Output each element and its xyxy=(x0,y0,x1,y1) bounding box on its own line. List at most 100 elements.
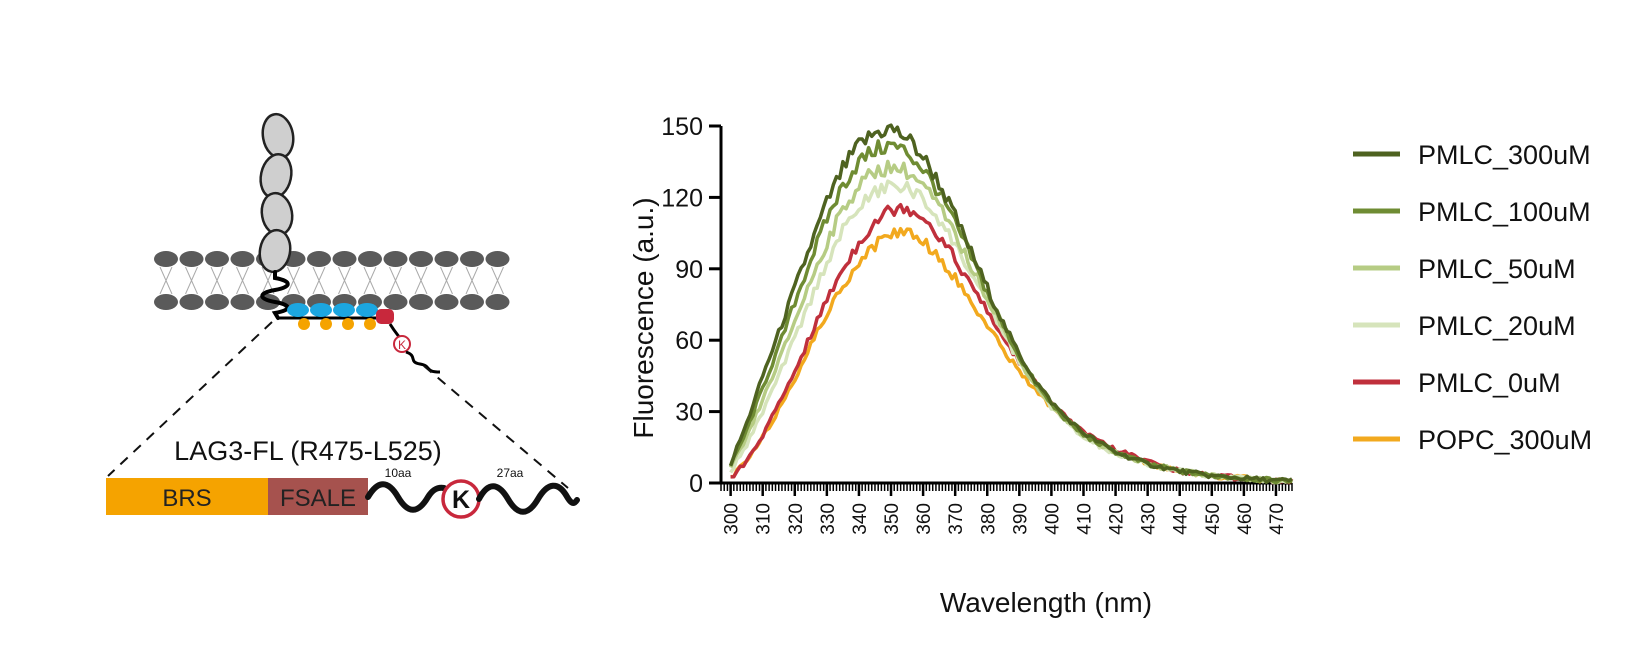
lipid-head-lower xyxy=(154,294,178,310)
lipid-head-lower xyxy=(230,294,255,310)
orange-bead xyxy=(364,318,376,330)
x-tick-label: 450 xyxy=(1203,503,1224,535)
fsale-label: FSALE xyxy=(280,485,356,512)
lipid-head-lower xyxy=(409,294,433,310)
lipid-tail xyxy=(185,266,198,295)
brs-label: BRS xyxy=(162,485,211,512)
x-tick-label: 440 xyxy=(1171,503,1192,535)
x-tick-label: 320 xyxy=(786,503,807,535)
zoom-line-left xyxy=(107,321,273,477)
series-lines xyxy=(728,123,1294,485)
lipid-head-upper xyxy=(179,251,204,267)
orange-bead xyxy=(342,318,354,330)
lipid-head-upper xyxy=(154,251,178,267)
fluorescence-chart: 0 30 60 90 120 150 300 310 320 330 340 350 360 370 38… xyxy=(628,113,1592,618)
lipid-tail xyxy=(287,266,300,295)
lipid-head-upper xyxy=(434,251,459,267)
x-tick-label: 300 xyxy=(722,503,743,535)
x-tick-label: 330 xyxy=(818,503,839,535)
y-tick-label: 60 xyxy=(675,327,703,355)
y-axis-title: Fluorescence (a.u.) xyxy=(628,197,659,438)
orange-bead xyxy=(320,318,332,330)
legend-label: PMLC_100uM xyxy=(1418,197,1591,227)
lipid-head-upper xyxy=(409,251,433,267)
x-tick-label: 410 xyxy=(1074,503,1095,535)
lipid-tail xyxy=(159,266,173,295)
x-axis: 300 310 320 330 340 350 360 370 380 390 400 410 420 4… xyxy=(720,481,1293,535)
legend-label: POPC_300uM xyxy=(1418,425,1592,455)
x-tick-label: 360 xyxy=(914,503,935,535)
lipid-head-upper xyxy=(307,251,331,267)
lysine-small-letter: K xyxy=(398,338,406,352)
x-tick-label: 400 xyxy=(1042,503,1063,535)
lipid-head-lower xyxy=(460,294,484,310)
x-axis-title: Wavelength (nm) xyxy=(940,587,1152,618)
lipid-head-lower xyxy=(205,294,229,310)
lysine-small-ring xyxy=(393,335,411,353)
y-tick-label: 0 xyxy=(689,470,703,498)
lysine-letter: K xyxy=(452,486,470,514)
legend-label: PMLC_0uM xyxy=(1418,368,1561,398)
blue-bead xyxy=(333,303,355,317)
lipid-tail xyxy=(210,266,224,295)
series-line xyxy=(728,123,1293,484)
transmembrane-helix xyxy=(260,270,290,320)
y-tick-label: 30 xyxy=(675,399,703,427)
brs-domain xyxy=(106,478,268,515)
legend-label: PMLC_50uM xyxy=(1418,254,1576,284)
x-tick-label: 430 xyxy=(1139,503,1160,535)
linker-10aa-label: 10aa xyxy=(385,466,412,480)
intracellular-tail: K xyxy=(278,303,441,374)
lipid-tail xyxy=(363,266,377,295)
blue-bead xyxy=(287,303,309,317)
lipid-head-lower xyxy=(383,294,408,310)
tail-end xyxy=(405,350,441,374)
lipid-tail xyxy=(389,266,402,295)
fsale-domain xyxy=(268,478,368,515)
fsale-bead xyxy=(376,309,394,324)
lipid-tail xyxy=(338,266,351,295)
lipid-tail xyxy=(465,266,479,295)
legend-label: PMLC_300uM xyxy=(1418,140,1591,170)
lipid-head-upper xyxy=(205,251,229,267)
lipid-tail xyxy=(236,266,249,295)
construct-title: LAG3-FL (R475-L525) xyxy=(174,436,442,466)
y-tick-label: 90 xyxy=(675,256,703,284)
ig-domains xyxy=(258,112,295,274)
linker-27aa-label: 27aa xyxy=(497,466,524,480)
lipid-tail xyxy=(312,266,326,295)
x-tick-label: 350 xyxy=(882,503,903,535)
blue-bead xyxy=(356,303,378,317)
y-axis: 0 30 60 90 120 150 xyxy=(661,113,723,498)
lipid-tail xyxy=(491,266,504,295)
y-tick-label: 120 xyxy=(661,184,703,212)
lipid-head-lower xyxy=(434,294,459,310)
x-tick-label: 310 xyxy=(754,503,775,535)
lipid-head-upper xyxy=(383,251,408,267)
x-tick-label: 460 xyxy=(1235,503,1256,535)
y-tick-label: 150 xyxy=(661,113,703,141)
x-tick-label: 340 xyxy=(850,503,871,535)
lipid-tail xyxy=(440,266,453,295)
lag3-schematic: K LAG3-FL (R475-L525) BRS FSALE 10aa K 2… xyxy=(106,112,580,519)
lipid-head-upper xyxy=(230,251,255,267)
x-tick-label: 370 xyxy=(946,503,967,535)
lipid-head-upper xyxy=(485,251,510,267)
x-tick-label: 380 xyxy=(978,503,999,535)
lipid-head-lower xyxy=(179,294,204,310)
lipid-head-upper xyxy=(358,251,382,267)
series-line xyxy=(728,139,1293,485)
linker-27aa xyxy=(476,482,580,515)
orange-bead xyxy=(298,318,310,330)
linker-10aa xyxy=(365,481,447,513)
blue-bead xyxy=(310,303,332,317)
zoom-line-right xyxy=(423,365,569,489)
lipid-head-upper xyxy=(332,251,357,267)
legend-label: PMLC_20uM xyxy=(1418,311,1576,341)
x-tick-label: 420 xyxy=(1107,503,1128,535)
lipid-head-upper xyxy=(460,251,484,267)
x-tick-label: 390 xyxy=(1010,503,1031,535)
lipid-bilayer xyxy=(154,251,510,310)
lipid-head-lower xyxy=(485,294,510,310)
